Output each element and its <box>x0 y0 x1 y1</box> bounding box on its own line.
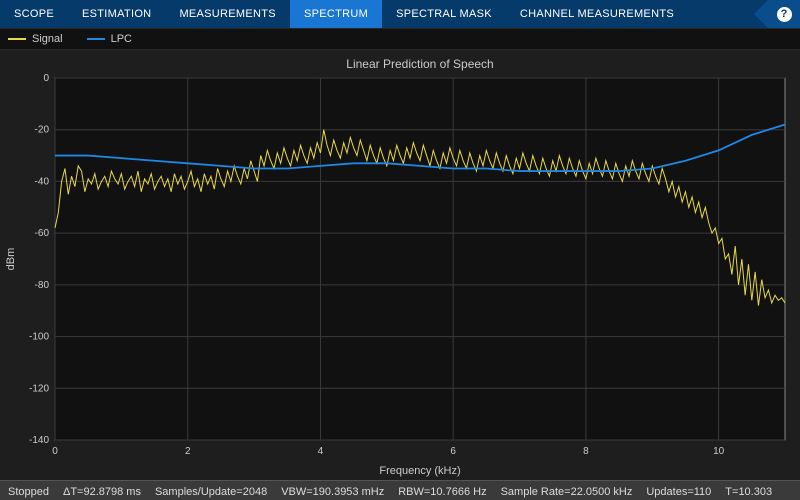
status-item-5: Updates=110 <box>646 486 711 498</box>
legend-swatch-signal <box>8 38 26 40</box>
legend-bar: Signal LPC <box>0 28 800 50</box>
spectrum-plot[interactable]: 0 2 4 6 8 10 0 -20 -40 -60 -80 -100 -120 -140 Linear P… <box>0 50 800 480</box>
svg-text:-80: -80 <box>35 280 50 291</box>
tab-estimation[interactable]: ESTIMATION <box>68 0 165 28</box>
x-axis-label: Frequency (kHz) <box>379 465 460 477</box>
status-item-0: ΔT=92.8798 ms <box>63 486 141 498</box>
svg-text:8: 8 <box>583 446 589 457</box>
help-button[interactable]: ? <box>768 0 800 28</box>
status-item-1: Samples/Update=2048 <box>155 486 267 498</box>
svg-text:-120: -120 <box>29 383 49 394</box>
legend-swatch-lpc <box>87 38 105 40</box>
status-item-6: T=10.303 <box>725 486 772 498</box>
tab-scope[interactable]: SCOPE <box>0 0 68 28</box>
legend-label-signal: Signal <box>32 33 63 45</box>
chart-svg: 0 2 4 6 8 10 0 -20 -40 -60 -80 -100 -120 -140 Linear P… <box>0 50 800 480</box>
svg-text:-20: -20 <box>35 125 50 136</box>
status-item-4: Sample Rate=22.0500 kHz <box>501 486 633 498</box>
status-bar: Stopped ΔT=92.8798 ms Samples/Update=2048 V… <box>0 480 800 500</box>
svg-text:-140: -140 <box>29 435 49 446</box>
status-state: Stopped <box>8 486 49 498</box>
svg-text:4: 4 <box>318 446 324 457</box>
svg-text:-100: -100 <box>29 332 49 343</box>
svg-text:6: 6 <box>450 446 456 457</box>
status-item-2: VBW=190.3953 mHz <box>281 486 384 498</box>
tab-spectral-mask[interactable]: SPECTRAL MASK <box>382 0 506 28</box>
status-item-3: RBW=10.7666 Hz <box>398 486 486 498</box>
svg-text:10: 10 <box>713 446 725 457</box>
help-icon: ? <box>777 7 792 22</box>
tab-spectrum[interactable]: SPECTRUM <box>290 0 382 28</box>
svg-text:0: 0 <box>52 446 58 457</box>
svg-text:2: 2 <box>185 446 191 457</box>
tab-measurements[interactable]: MEASUREMENTS <box>165 0 290 28</box>
svg-text:-60: -60 <box>35 228 50 239</box>
svg-text:-40: -40 <box>35 176 50 187</box>
svg-text:0: 0 <box>43 73 49 84</box>
tab-channel-measurements[interactable]: CHANNEL MEASUREMENTS <box>506 0 688 28</box>
y-axis-label: dBm <box>5 248 17 271</box>
chart-title: Linear Prediction of Speech <box>346 57 493 71</box>
main-toolbar: SCOPEESTIMATIONMEASUREMENTSSPECTRUMSPECT… <box>0 0 800 28</box>
legend-label-lpc: LPC <box>111 33 132 45</box>
